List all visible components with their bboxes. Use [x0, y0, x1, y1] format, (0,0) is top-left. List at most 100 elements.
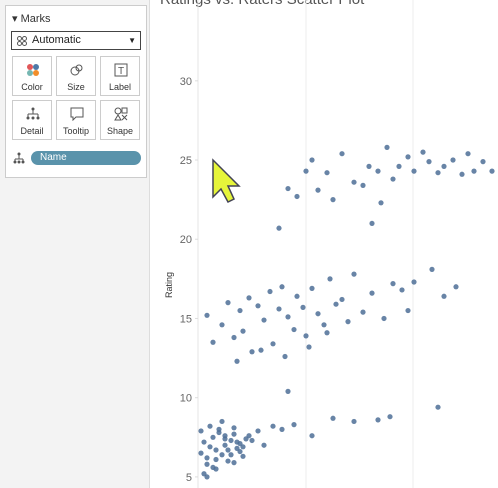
point	[201, 439, 207, 445]
y-tick-label: 5	[186, 472, 192, 484]
button-label: Size	[67, 82, 85, 92]
point	[384, 144, 390, 150]
mark-button[interactable]: Tooltip	[56, 100, 96, 140]
marks-title: ▾ Marks	[12, 13, 51, 25]
point	[405, 154, 411, 160]
point	[228, 452, 234, 458]
point	[351, 271, 357, 277]
point	[369, 290, 375, 296]
point	[309, 433, 315, 439]
point	[198, 450, 204, 456]
point	[411, 279, 417, 285]
point	[231, 334, 237, 341]
point	[249, 437, 255, 444]
point	[255, 303, 261, 309]
point	[249, 349, 255, 355]
mark-button[interactable]: Detail	[12, 100, 52, 140]
point	[351, 179, 357, 185]
icon	[17, 36, 27, 46]
point	[300, 304, 306, 310]
y-tick-label: 20	[180, 234, 192, 246]
point	[381, 315, 387, 322]
point	[480, 159, 486, 165]
point	[324, 170, 330, 176]
cursor	[212, 158, 241, 203]
point	[375, 417, 381, 423]
point	[333, 301, 339, 307]
point	[489, 168, 495, 174]
point	[258, 347, 264, 353]
mark-button[interactable]: T Label	[100, 56, 140, 96]
point	[306, 344, 312, 350]
point	[204, 312, 210, 318]
point	[225, 300, 231, 306]
point	[225, 447, 231, 453]
point	[426, 159, 432, 165]
point	[339, 151, 345, 157]
point	[291, 422, 297, 428]
point	[282, 353, 288, 360]
point	[237, 448, 243, 455]
point	[330, 415, 336, 421]
y-tick-label: 25	[180, 155, 192, 167]
point	[219, 418, 225, 425]
point	[303, 333, 309, 339]
y-tick-label: 30	[180, 76, 192, 88]
point	[216, 426, 222, 432]
button-label: Tooltip	[62, 126, 89, 136]
marks-card: ▾ Marks Automatic ▼ Color Size T Label Detai…	[5, 5, 147, 178]
point	[396, 163, 402, 169]
mark-type-dropdown[interactable]: Automatic ▼	[11, 31, 141, 50]
point	[240, 328, 246, 334]
mark-button[interactable]: Shape	[100, 100, 140, 140]
point	[324, 330, 330, 336]
point	[204, 461, 210, 467]
point	[231, 431, 237, 437]
point	[219, 322, 225, 328]
side-panel: ▾ Marks Automatic ▼ Color Size T Label Detai…	[0, 0, 150, 488]
point	[240, 444, 246, 450]
point	[378, 200, 384, 206]
point	[213, 456, 219, 463]
point	[471, 168, 477, 174]
point	[459, 171, 465, 177]
point	[234, 358, 240, 364]
point	[429, 266, 435, 272]
marks-title-text: Marks	[20, 13, 51, 25]
point	[294, 293, 300, 299]
field-pill[interactable]: Name	[31, 151, 141, 165]
point	[315, 187, 321, 193]
point	[285, 314, 291, 320]
point	[309, 157, 315, 163]
mark-type: Automatic	[32, 34, 81, 46]
point	[450, 157, 456, 163]
point	[204, 455, 210, 461]
point	[465, 151, 471, 157]
button-label: Color	[21, 82, 43, 92]
button-icon	[70, 64, 83, 76]
button-label: Label	[108, 82, 132, 92]
button-icon	[114, 107, 128, 121]
point	[255, 428, 261, 434]
point	[303, 168, 309, 174]
point	[276, 225, 282, 231]
point	[231, 460, 237, 466]
point	[360, 182, 366, 188]
point	[261, 442, 267, 448]
point	[360, 309, 366, 315]
point	[276, 306, 282, 312]
point	[321, 322, 327, 328]
point	[228, 437, 234, 444]
point	[204, 474, 210, 480]
point	[270, 341, 276, 347]
point	[390, 176, 396, 182]
point	[207, 423, 213, 429]
mark-button[interactable]: Color	[12, 56, 52, 96]
mark-button[interactable]: Size	[56, 56, 96, 96]
point	[327, 276, 333, 282]
point	[375, 168, 381, 174]
point	[210, 464, 216, 471]
point	[261, 317, 267, 323]
point	[291, 326, 297, 333]
